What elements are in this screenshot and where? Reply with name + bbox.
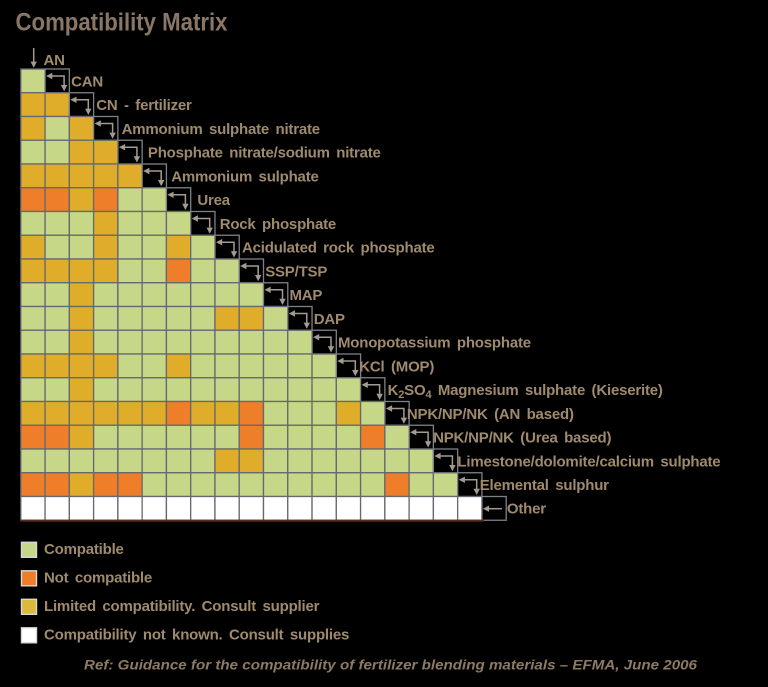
svg-text:AN: AN xyxy=(44,52,65,69)
svg-text:Ammonium sulphate nitrate: Ammonium sulphate nitrate xyxy=(122,121,320,138)
svg-text:Acidulated rock phosphate: Acidulated rock phosphate xyxy=(242,240,435,257)
svg-text:SSP/TSP: SSP/TSP xyxy=(265,263,327,280)
svg-text:Limited compatibility. Consult: Limited compatibility. Consult supplier xyxy=(44,598,320,615)
svg-text:NPK/NP/NK (Urea based): NPK/NP/NK (Urea based) xyxy=(433,430,611,447)
svg-text:NPK/NP/NK (AN based): NPK/NP/NK (AN based) xyxy=(407,406,574,423)
svg-text:Compatibility not known. Consu: Compatibility not known. Consult supplie… xyxy=(44,627,349,644)
svg-text:Monopotassium phosphate: Monopotassium phosphate xyxy=(338,335,531,352)
svg-text:MAP: MAP xyxy=(290,287,323,304)
svg-text:Limestone/dolomite/calcium sul: Limestone/dolomite/calcium sulphate xyxy=(457,453,720,470)
svg-text:Ammonium sulphate: Ammonium sulphate xyxy=(171,168,318,185)
svg-text:Other: Other xyxy=(507,501,546,518)
svg-text:CAN: CAN xyxy=(71,73,103,90)
svg-text:Compatible: Compatible xyxy=(44,541,124,558)
svg-text:DAP: DAP xyxy=(314,311,345,328)
svg-text:Elemental sulphur: Elemental sulphur xyxy=(480,477,609,494)
svg-text:Rock phosphate: Rock phosphate xyxy=(220,216,336,233)
svg-text:Ref: Guidance for the compatib: Ref: Guidance for the compatibility of f… xyxy=(84,657,698,672)
svg-text:Phosphate nitrate/sodium nitra: Phosphate nitrate/sodium nitrate xyxy=(148,145,381,162)
svg-text:Not compatible: Not compatible xyxy=(44,570,152,587)
svg-text:CN - fertilizer: CN - fertilizer xyxy=(96,97,192,114)
svg-text:Urea: Urea xyxy=(197,192,230,209)
svg-text:K2SO4 Magnesium sulphate (Kies: K2SO4 Magnesium sulphate (Kieserite) xyxy=(388,382,663,401)
svg-text:Compatibility Matrix: Compatibility Matrix xyxy=(16,9,228,37)
svg-text:KCl (MOP): KCl (MOP) xyxy=(359,358,434,375)
